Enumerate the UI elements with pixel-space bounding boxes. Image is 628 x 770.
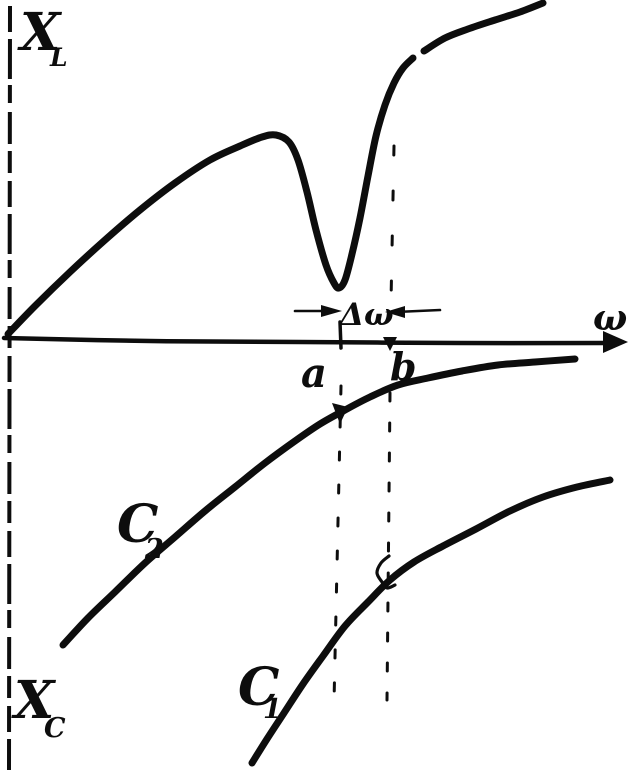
axis-tick-a — [338, 320, 343, 350]
y-axis-top-label-subscript: L — [49, 43, 68, 72]
dashed-guide-a-below-axis — [332, 384, 343, 704]
y-axis — [7, 5, 12, 770]
axis-tick-b-arrowhead-icon — [383, 337, 397, 351]
x-axis-label: ω — [593, 297, 627, 339]
delta-omega-left-arrowhead-icon — [321, 305, 342, 317]
c1-intersection-hook-icon — [375, 554, 397, 590]
delta-omega-right-arrowhead-icon — [385, 306, 405, 318]
y-axis-top-label: X — [17, 2, 63, 63]
y-axis-bottom-label: X — [11, 670, 57, 731]
point-b-label: b — [390, 344, 417, 389]
c2-curve-label: C — [117, 494, 158, 555]
point-a-label: a — [301, 350, 327, 397]
c1-curve-label: C — [238, 657, 279, 718]
x-axis-arrowhead-icon — [603, 331, 628, 353]
xl-curve-upper-branch — [420, 0, 547, 55]
dashed-guide-b-below-axis — [385, 391, 392, 702]
delta-omega-label: Δω — [338, 297, 394, 333]
x-axis — [1, 335, 611, 346]
c2-curve — [59, 355, 579, 649]
xl-curve-main — [4, 54, 417, 338]
dashed-guide-b-above-axis — [389, 144, 396, 304]
c1-curve — [248, 476, 614, 767]
c2-intersection-marker-icon — [332, 403, 348, 424]
c1-curve-label-subscript: 1 — [263, 694, 282, 725]
y-axis-bottom-label-subscript: C — [44, 713, 66, 744]
c2-curve-label-subscript: 2 — [144, 534, 164, 565]
